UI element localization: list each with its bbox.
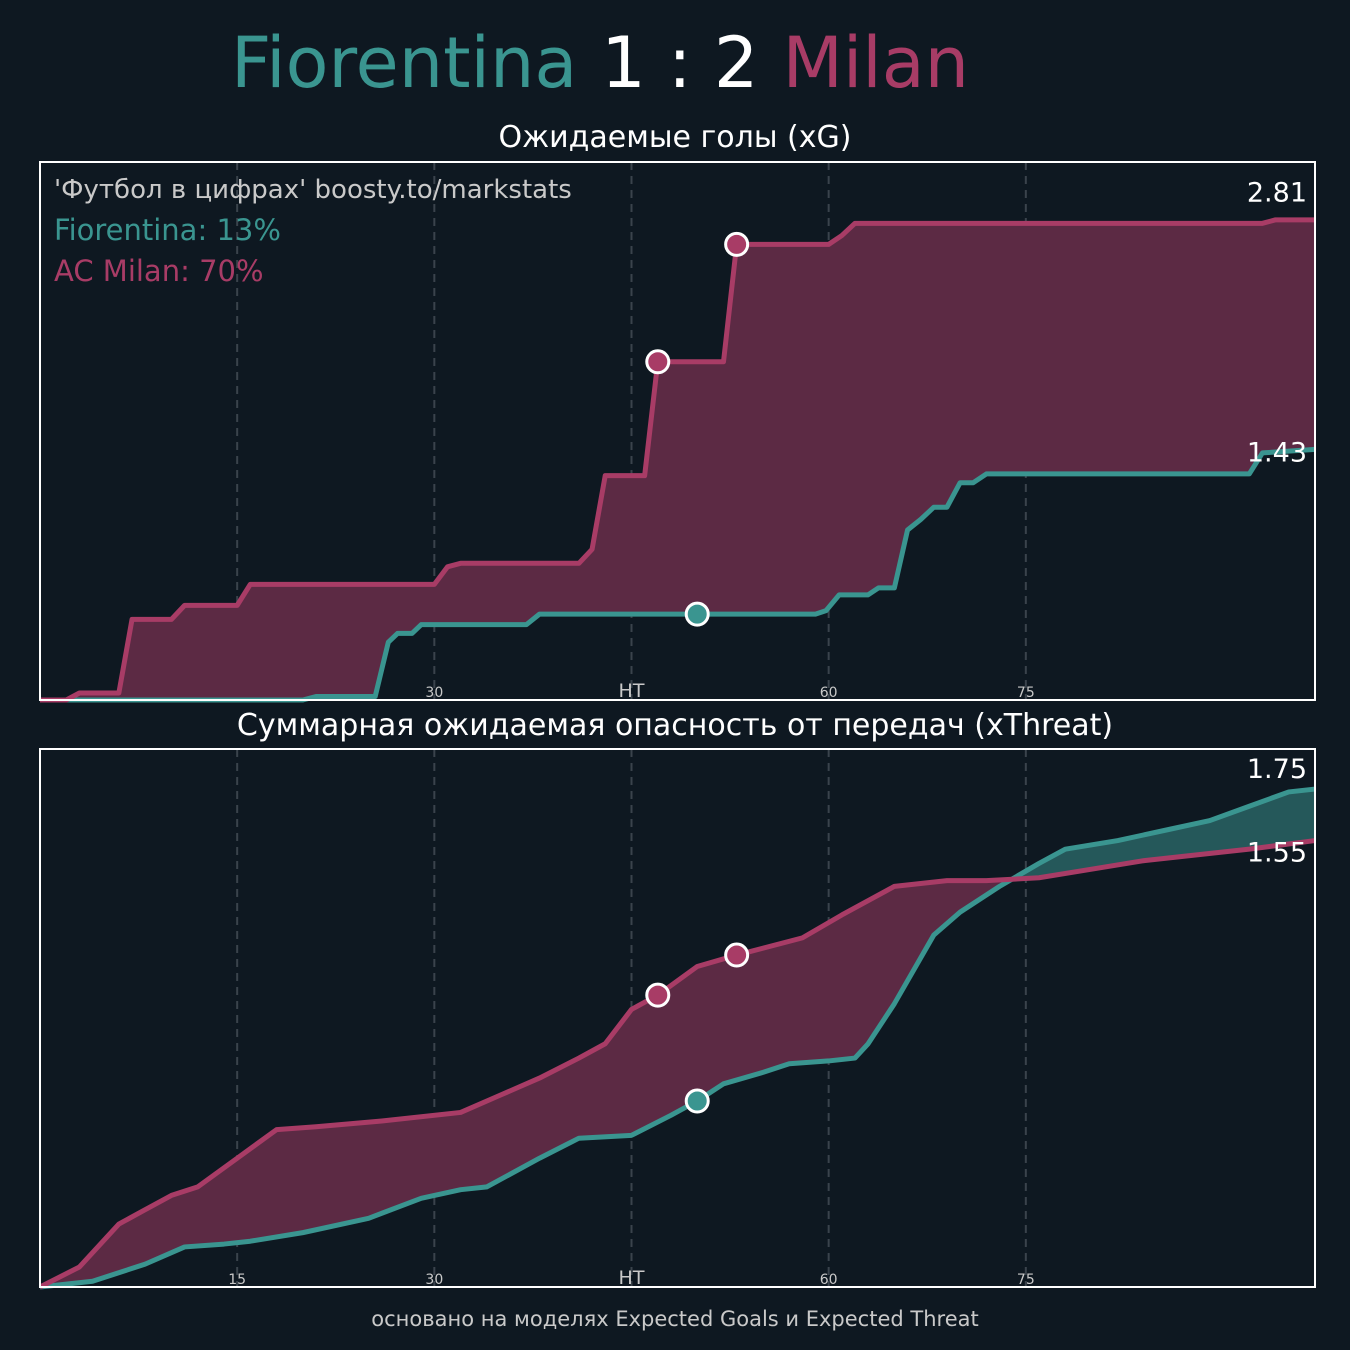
x-tick-label: 30: [425, 1272, 443, 1288]
xg-chart: 1530HT60752.811.43'Футбол в цифрах' boos…: [39, 161, 1316, 703]
away-series-line: [40, 217, 1315, 703]
x-tick-label: 60: [820, 1272, 838, 1288]
end-value-label: 2.81: [1247, 178, 1307, 209]
match-score: 1 : 2: [601, 22, 759, 104]
end-value-label: 1.75: [1247, 754, 1307, 785]
home-goal-marker: [684, 601, 710, 627]
xg-chart-title: Ожидаемые голы (xG): [498, 120, 852, 155]
away-goal-marker: [724, 231, 750, 257]
away-team-name: Milan: [782, 22, 969, 104]
x-tick-label: HT: [619, 680, 645, 702]
end-value-label: 1.55: [1247, 837, 1307, 868]
home-goal-marker: [684, 1088, 710, 1114]
source-annotation: 'Футбол в цифрах' boosty.to/markstats: [54, 175, 572, 205]
fill-between-area: [40, 219, 1315, 700]
x-tick-label: 15: [228, 1272, 246, 1288]
fill-between-area: [40, 879, 1009, 1287]
x-tick-label: HT: [619, 1267, 645, 1289]
plot-frame: [39, 161, 1316, 701]
xt-chart-title: Суммарная ожидаемая опасность от передач…: [236, 708, 1114, 743]
x-tick-label: 30: [425, 685, 443, 701]
end-value-label: 1.43: [1247, 437, 1307, 468]
win-probability-home: Fiorentina: 13%: [54, 213, 281, 247]
away-goal-marker: [645, 349, 671, 375]
away-goal-marker: [645, 982, 671, 1008]
match-header: Fiorentina 1 : 2 Milan: [0, 22, 1200, 104]
xthreat-chart: 15 30 HT 60 75 1.75 1.55: [38, 748, 1316, 1290]
home-series-line: [40, 446, 1316, 703]
away-series-line: [38, 838, 1316, 1290]
x-tick-label: 75: [1017, 1272, 1035, 1288]
footer-note: основано на моделях Expected Goals и Exp…: [371, 1307, 979, 1331]
home-series-line: [39, 786, 1316, 1290]
plot-frame: [39, 748, 1316, 1288]
home-team-name: Fiorentina: [230, 22, 578, 104]
x-tick-label: 60: [820, 685, 838, 701]
x-tick-label: 75: [1017, 685, 1035, 701]
away-goal-marker: [724, 942, 750, 968]
win-probability-away: AC Milan: 70%: [54, 254, 264, 288]
